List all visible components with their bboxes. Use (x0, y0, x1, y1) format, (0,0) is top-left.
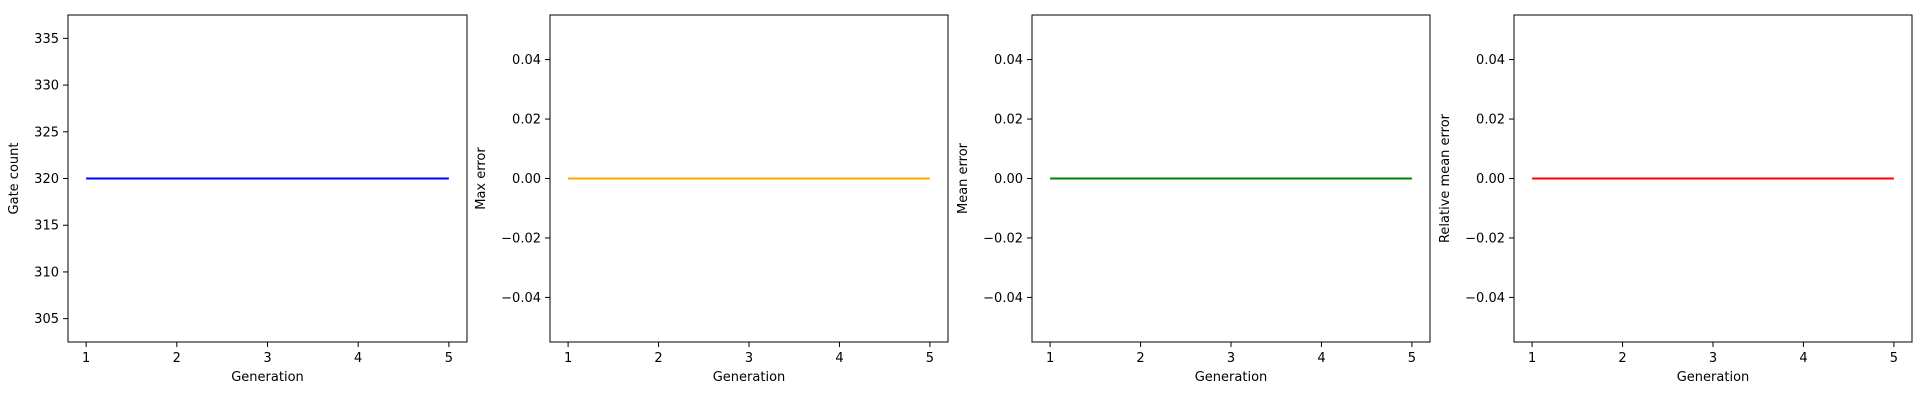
y-tick-label: 305 (34, 312, 59, 327)
y-tick-label: −0.04 (1465, 291, 1505, 306)
y-tick-label: 0.00 (1476, 172, 1505, 187)
x-tick-label: 2 (173, 351, 181, 366)
y-axis-label: Max error (474, 147, 489, 210)
y-tick-label: 335 (34, 32, 59, 47)
y-tick-label: 0.04 (1476, 53, 1505, 68)
x-tick-label: 5 (445, 351, 453, 366)
y-tick-label: 310 (34, 265, 59, 280)
x-tick-label: 4 (1317, 351, 1325, 366)
y-tick-label: −0.04 (501, 291, 541, 306)
x-tick-label: 4 (354, 351, 362, 366)
x-tick-label: 2 (1618, 351, 1626, 366)
x-tick-label: 2 (1136, 351, 1144, 366)
subplot-3: 1 2 3 4 5 −0.04 −0.02 0.00 0.02 0.04 Generation Mea… (956, 14, 1431, 385)
x-axis-label: Generation (231, 370, 304, 385)
x-axis-label: Generation (1195, 370, 1268, 385)
x-tick-label: 4 (1799, 351, 1807, 366)
subplot-4: 1 2 3 4 5 −0.04 −0.02 0.00 0.02 0.04 Generation Rel… (1438, 14, 1913, 385)
y-tick-label: 0.02 (994, 113, 1023, 128)
y-tick-label: 0.02 (512, 113, 541, 128)
x-tick-label: 5 (926, 351, 934, 366)
x-tick-label: 3 (1709, 351, 1717, 366)
subplot-2: 1 2 3 4 5 −0.04 −0.02 0.00 0.02 0.04 Generation Max… (474, 14, 949, 385)
y-tick-label: 0.02 (1476, 113, 1505, 128)
x-tick-label: 1 (1528, 351, 1536, 366)
x-tick-label: 5 (1890, 351, 1898, 366)
x-tick-label: 1 (1046, 351, 1054, 366)
x-tick-label: 4 (835, 351, 843, 366)
y-axis-label: Relative mean error (1438, 113, 1453, 243)
y-tick-label: −0.02 (501, 231, 541, 246)
x-tick-label: 3 (1227, 351, 1235, 366)
y-axis-label: Mean error (956, 142, 971, 214)
y-tick-label: 320 (34, 172, 59, 187)
x-tick-label: 3 (745, 351, 753, 366)
subplot-1: 1 2 3 4 5 305 310 315 320 325 330 335 Generation Gate… (7, 14, 468, 385)
y-tick-label: 325 (34, 125, 59, 140)
y-tick-label: 0.00 (512, 172, 541, 187)
y-tick-label: 0.04 (994, 53, 1023, 68)
x-axis-label: Generation (713, 370, 786, 385)
y-tick-label: 330 (34, 79, 59, 94)
x-tick-label: 1 (82, 351, 90, 366)
y-axis-label: Gate count (7, 143, 22, 215)
x-tick-label: 1 (564, 351, 572, 366)
x-tick-label: 2 (654, 351, 662, 366)
x-axis-label: Generation (1677, 370, 1750, 385)
x-tick-label: 5 (1408, 351, 1416, 366)
y-tick-label: 0.04 (512, 53, 541, 68)
y-tick-label: −0.02 (983, 231, 1023, 246)
x-tick-label: 3 (263, 351, 271, 366)
y-tick-label: −0.02 (1465, 231, 1505, 246)
y-tick-label: 0.00 (994, 172, 1023, 187)
y-tick-label: 315 (34, 219, 59, 234)
y-tick-label: −0.04 (983, 291, 1023, 306)
